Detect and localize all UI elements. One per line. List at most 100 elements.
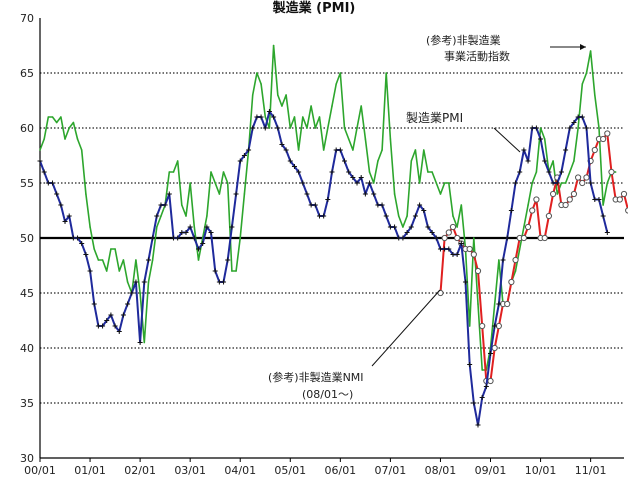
data-point-mfg_pmi [433,235,439,241]
data-point-mfg_pmi [367,180,373,186]
annotation-backdrop [262,366,392,402]
data-point-nonmfg_nmi [441,234,448,242]
data-point-mfg_pmi [312,202,318,208]
data-point-nonmfg_business [147,281,150,283]
data-point-nonmfg_business [543,138,546,140]
data-point-nonmfg_business [381,149,383,151]
data-point-mfg_pmi [396,235,402,241]
data-point-nonmfg_business [185,215,187,217]
annotation-label: (参考)非製造業NMI [268,370,364,384]
data-point-nonmfg_nmi [454,234,461,242]
annotation-label: (参考)非製造業 [426,33,501,47]
data-point-mfg_pmi [337,147,343,153]
data-point-nonmfg_business [339,72,342,74]
y-tick-label: 55 [20,177,34,190]
data-point-mfg_pmi [500,257,506,263]
data-point-mfg_pmi [575,114,581,120]
x-tick-label: 10/01 [525,464,557,477]
data-point-mfg_pmi [604,230,610,235]
data-point-mfg_pmi [333,147,339,153]
data-point-mfg_pmi [250,125,256,131]
data-point-mfg_pmi [467,362,473,367]
data-point-mfg_pmi [600,213,606,219]
data-point-nonmfg_business [302,116,304,118]
x-tick-label: 01/01 [74,464,106,477]
data-point-mfg_pmi [304,191,310,197]
data-point-nonmfg_business [418,182,421,184]
data-point-nonmfg_business [422,149,425,151]
data-point-nonmfg_business [589,50,592,52]
data-point-nonmfg_nmi [591,146,598,154]
data-point-mfg_pmi [58,202,64,208]
data-point-nonmfg_business [556,193,559,195]
y-tick-label: 35 [20,397,34,410]
data-point-nonmfg_business [105,270,108,272]
data-point-nonmfg_business [197,259,200,261]
data-point-mfg_pmi [204,224,210,230]
data-point-nonmfg_business [172,171,175,173]
data-point-nonmfg_business [585,72,588,74]
data-point-mfg_pmi [237,158,243,164]
y-tick-label: 40 [20,342,34,355]
data-point-nonmfg_business [452,215,454,217]
data-point-nonmfg_business [427,171,429,173]
data-point-nonmfg_business [72,121,75,124]
data-point-mfg_pmi [75,235,81,241]
data-point-nonmfg_business [360,105,363,107]
data-point-nonmfg_business [210,171,212,173]
data-point-mfg_pmi [517,169,523,175]
data-point-nonmfg_business [594,94,596,96]
x-tick-label: 05/01 [274,464,306,477]
data-point-mfg_pmi [62,219,68,224]
x-tick-label: 07/01 [375,464,407,477]
data-point-nonmfg_business [414,149,417,151]
data-point-nonmfg_business [560,182,563,184]
data-point-mfg_pmi [150,235,156,241]
data-point-mfg_pmi [275,125,281,131]
y-tick-label: 70 [20,12,34,25]
data-point-nonmfg_nmi [562,201,569,209]
data-point-nonmfg_business [222,171,225,173]
data-point-nonmfg_business [435,182,438,184]
data-point-nonmfg_business [226,182,229,184]
data-point-mfg_pmi [383,213,389,219]
data-point-nonmfg_business [577,127,579,129]
data-point-mfg_pmi [542,158,548,164]
data-point-nonmfg_business [481,369,483,371]
data-point-mfg_pmi [120,312,126,318]
data-point-mfg_pmi [279,142,285,147]
data-point-mfg_pmi [346,169,352,175]
data-point-mfg_pmi [45,180,51,186]
data-point-mfg_pmi [216,279,222,285]
data-point-nonmfg_business [189,182,191,184]
data-point-nonmfg_business [389,138,392,140]
data-point-mfg_pmi [300,180,306,186]
data-point-nonmfg_business [539,127,542,129]
data-point-nonmfg_business [402,226,404,228]
data-point-mfg_pmi [175,235,181,241]
data-point-nonmfg_nmi [474,267,482,275]
data-point-nonmfg_business [306,127,308,129]
data-point-mfg_pmi [283,147,289,153]
data-point-nonmfg_business [93,248,96,250]
data-point-mfg_pmi [66,213,72,219]
data-point-mfg_pmi [296,169,302,175]
data-point-nonmfg_business [139,292,141,294]
data-point-nonmfg_business [110,248,112,250]
x-tick-label: 03/01 [174,464,206,477]
data-point-mfg_pmi [191,235,197,241]
y-tick-label: 30 [20,452,34,465]
data-point-nonmfg_business [55,121,58,124]
data-point-mfg_pmi [554,180,560,186]
data-point-mfg_pmi [446,246,452,252]
data-point-nonmfg_business [439,193,442,195]
data-point-nonmfg_business [406,215,408,217]
data-point-mfg_pmi [233,191,239,197]
x-tick-label: 08/01 [425,464,457,477]
data-point-nonmfg_business [135,259,137,261]
data-point-mfg_pmi [95,323,101,329]
data-point-nonmfg_business [614,171,617,173]
data-point-nonmfg_business [473,237,475,239]
x-tick-label: 09/01 [475,464,507,477]
